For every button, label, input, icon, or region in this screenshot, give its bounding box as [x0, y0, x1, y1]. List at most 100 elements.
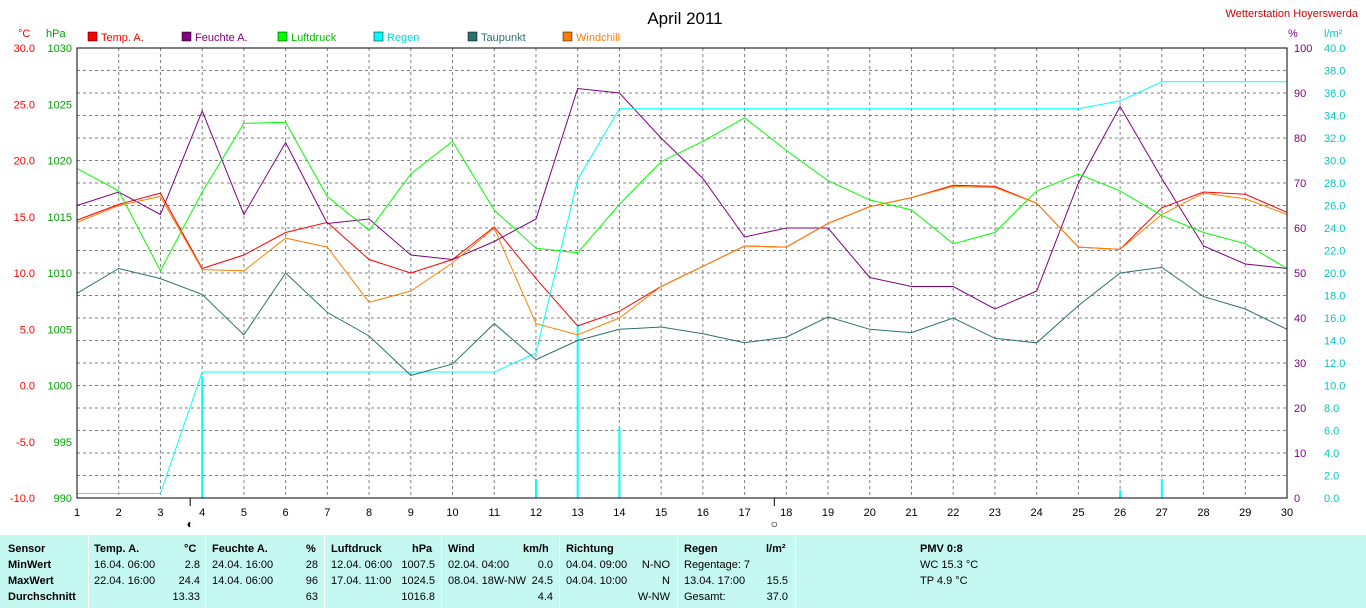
y-pressure-tick-label: 1010 — [48, 268, 72, 280]
legend-swatch — [562, 31, 573, 42]
y-rain-tick-label: 4.0 — [1324, 448, 1339, 460]
y-pressure-tick-label: 1015 — [48, 212, 72, 224]
pressure-min-time: 12.04. 06:00 — [331, 559, 393, 571]
y-temp-tick-label: 25.0 — [14, 99, 35, 111]
y-pressure-tick-label: 1025 — [48, 99, 72, 111]
x-tick-label: 9 — [408, 507, 414, 519]
x-tick-label: 5 — [241, 507, 247, 519]
y-rain-tick-label: 40.0 — [1324, 43, 1345, 55]
stats-unit-wind: km/h — [523, 543, 549, 555]
temp-max-value: 24.4 — [178, 575, 200, 587]
daily-rain-bar — [534, 478, 537, 498]
y-rain-tick-label: 18.0 — [1324, 291, 1345, 303]
y-rain-tick-label: 26.0 — [1324, 201, 1345, 213]
x-tick-label: 6 — [283, 507, 289, 519]
pmv-windchill: WC 15.3 °C — [920, 559, 979, 571]
x-tick-label: 26 — [1114, 507, 1126, 519]
x-tick-label: 4 — [199, 507, 205, 519]
legend-swatch — [87, 31, 98, 42]
y-humidity-tick-label: 20 — [1294, 403, 1306, 415]
daily-rain-bar — [576, 323, 579, 498]
y-humidity-tick-label: 30 — [1294, 358, 1306, 370]
stats-unit-humidity: % — [306, 543, 316, 555]
humidity-avg-value: 63 — [305, 591, 318, 603]
moon-phase-icon: ○ — [771, 517, 778, 531]
legend-label: Regen — [387, 32, 419, 44]
statistics-panel: Sensor MinWert MaxWert Durchschnitt Temp… — [0, 535, 1366, 608]
y-humidity-tick-label: 0 — [1294, 493, 1300, 505]
series-line-taupunkt — [76, 266, 1288, 376]
rain-max-time: 13.04. 17:00 — [684, 575, 746, 587]
series-line-luftdruck — [76, 117, 1288, 272]
pressure-min-value: 1007.5 — [401, 559, 435, 571]
stats-header-wind: Wind — [448, 543, 475, 555]
legend-label: Feuchte A. — [195, 32, 248, 44]
legend-label: Windchill — [576, 32, 620, 44]
temp-avg-value: 13.33 — [172, 591, 200, 603]
x-tick-label: 21 — [905, 507, 917, 519]
weather-chart: 1 2 3 4 5 6 7 8 9 10 11 12 13 14 15 16 17 18 19 20 21 22 23 24 2… — [10, 8, 1359, 531]
series-lines — [76, 81, 1288, 494]
series-line-windchill — [76, 185, 1288, 336]
daily-rain-bar — [201, 376, 204, 498]
legend-label: Temp. A. — [101, 32, 144, 44]
x-tick-label: 16 — [697, 507, 709, 519]
stats-unit-pressure: hPa — [412, 543, 433, 555]
y-rain-tick-label: 36.0 — [1324, 88, 1345, 100]
wind-max-value: 24.5 — [531, 575, 553, 587]
y-temp-tick-label: 15.0 — [14, 212, 35, 224]
y-humidity-tick-label: 40 — [1294, 313, 1306, 325]
stats-header-humidity: Feuchte A. — [212, 543, 268, 555]
pressure-avg-value: 1016.8 — [401, 591, 435, 603]
direction-min-value: N-NO — [641, 559, 670, 571]
y-humidity-tick-label: 70 — [1294, 178, 1306, 190]
y-rain-tick-label: 30.0 — [1324, 156, 1345, 168]
y-humidity-tick-label: 80 — [1294, 133, 1306, 145]
x-tick-label: 10 — [446, 507, 458, 519]
x-tick-label: 11 — [489, 507, 500, 519]
legend-label: Luftdruck — [291, 32, 337, 44]
y-pressure-tick-label: 1000 — [48, 381, 72, 393]
legend-label: Taupunkt — [481, 32, 526, 44]
stats-unit-temp: °C — [184, 543, 197, 555]
series-line-feuchte-a — [76, 87, 1288, 310]
direction-avg-value: W-NW — [637, 591, 670, 603]
y-humidity-tick-label: 90 — [1294, 88, 1306, 100]
y-rain-tick-label: 22.0 — [1324, 246, 1345, 258]
y-humidity-tick-label: 50 — [1294, 268, 1306, 280]
wind-min-value: 0.0 — [537, 559, 553, 571]
y-temp-tick-label: 20.0 — [14, 156, 35, 168]
y-temp-tick-label: 30.0 — [14, 43, 35, 55]
wind-max-time: 08.04. 18W-NW — [448, 575, 527, 587]
y-temp-tick-label: 5.0 — [20, 324, 35, 336]
y-pressure-tick-label: 995 — [54, 437, 72, 449]
y-rain-tick-label: 28.0 — [1324, 178, 1345, 190]
x-tick-label: 23 — [989, 507, 1001, 519]
humidity-min-time: 24.04. 16:00 — [212, 559, 274, 571]
stats-header-sensor: Sensor — [8, 543, 46, 555]
temp-min-time: 16.04. 06:00 — [94, 559, 156, 571]
station-name: Wetterstation Hoyerswerda — [1226, 8, 1359, 20]
temp-min-value: 2.8 — [184, 559, 200, 571]
x-tick-label: 24 — [1031, 507, 1043, 519]
x-tick-label: 8 — [366, 507, 372, 519]
daily-rain-bar — [1119, 490, 1122, 498]
wind-min-time: 02.04. 04:00 — [448, 559, 510, 571]
rain-days: Regentage: 7 — [684, 559, 751, 571]
y-rain-tick-label: 10.0 — [1324, 381, 1345, 393]
plot-frame — [76, 47, 1288, 499]
y-rain-tick-label: 24.0 — [1324, 223, 1345, 235]
y-temp-tick-label: 0.0 — [20, 381, 35, 393]
x-tick-label: 20 — [864, 507, 876, 519]
daily-rain-bars — [201, 323, 1163, 498]
humidity-max-time: 14.04. 06:00 — [212, 575, 274, 587]
daily-rain-bar — [1160, 478, 1163, 498]
axis-unit-pressure: hPa — [46, 28, 66, 40]
y-humidity-tick-label: 100 — [1294, 43, 1312, 55]
rain-total-value: 37.0 — [766, 591, 788, 603]
y-pressure-tick-label: 1020 — [48, 156, 72, 168]
y-rain-tick-label: 38.0 — [1324, 66, 1345, 78]
x-tick-label: 29 — [1239, 507, 1251, 519]
x-tick-label: 15 — [655, 507, 667, 519]
humidity-min-value: 28 — [305, 559, 318, 571]
